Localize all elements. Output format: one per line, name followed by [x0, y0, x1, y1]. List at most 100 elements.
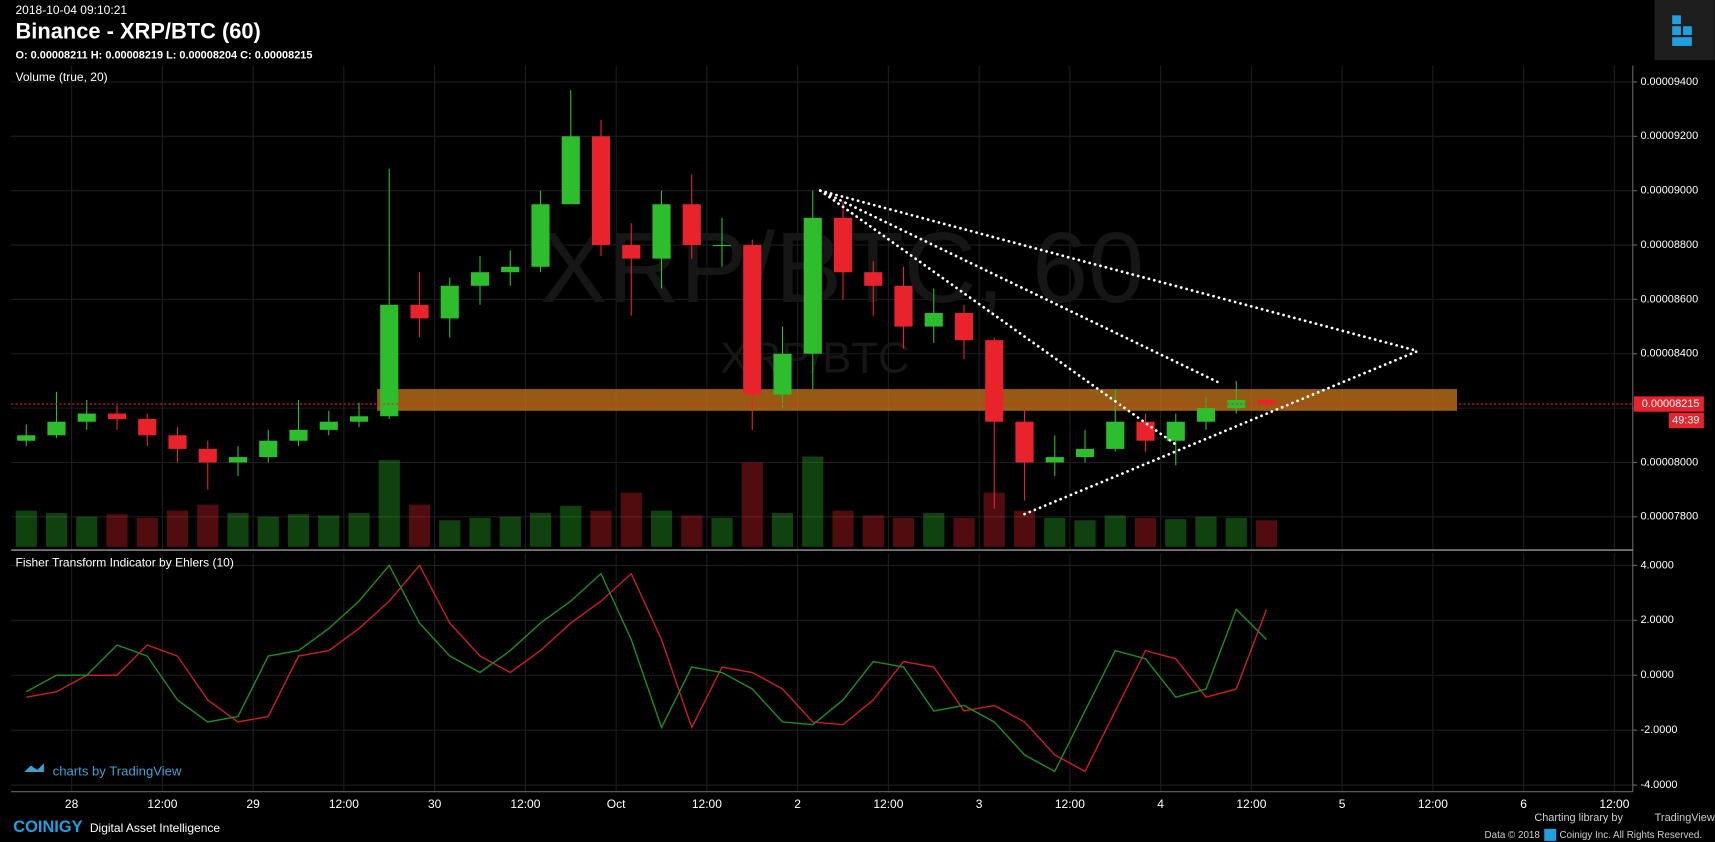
volume-bar: [802, 456, 824, 547]
candle-body: [1075, 448, 1095, 458]
volume-bar: [1225, 517, 1247, 547]
candle-body: [198, 448, 217, 463]
tv-text: charts by TradingView: [53, 763, 182, 778]
logo-icon: [1672, 15, 1692, 46]
candle-body: [168, 435, 187, 449]
coinigy-mini: [1544, 828, 1557, 841]
volume-bar: [529, 513, 552, 547]
x-tick-label: 12:00: [1236, 797, 1266, 811]
volume-bar: [439, 520, 461, 547]
candle-body: [773, 353, 792, 395]
y-tick-label: 0.00007800: [1640, 511, 1698, 523]
x-tick-label: 30: [428, 797, 442, 811]
countdown-box: [1668, 412, 1704, 429]
tv-badge: charts by TradingView: [24, 763, 182, 778]
x-tick-label: 2: [794, 797, 801, 811]
volume-bar: [166, 510, 189, 547]
candle-body: [985, 340, 1004, 422]
candle-body: [712, 245, 732, 247]
x-tick-label: 12:00: [1599, 797, 1629, 811]
volume-bar: [620, 492, 642, 547]
volume-bar: [45, 513, 68, 547]
volume-bar: [408, 504, 431, 547]
candle-body: [954, 312, 974, 341]
x-tick-label: 12:00: [147, 797, 177, 811]
last-price-label: 0.00008215: [1642, 398, 1700, 410]
candle-body: [1045, 457, 1064, 463]
x-tick-label: 12:00: [1418, 797, 1448, 811]
trendline: [818, 189, 1178, 446]
candle-body: [894, 285, 913, 327]
y-tick-label: 0.00008000: [1640, 456, 1698, 468]
x-tick-label: 12:00: [873, 797, 903, 811]
y-tick-label: 2.0000: [1640, 614, 1673, 626]
marks: [11, 90, 1633, 773]
y-tick-label: 4.0000: [1640, 559, 1673, 571]
x-tick-label: 12:00: [329, 797, 359, 811]
fisher-label: Fisher Transform Indicator by Ehlers (10…: [16, 555, 234, 569]
lib-name: TradingView: [1655, 812, 1715, 824]
countdown: 49:39: [1672, 414, 1699, 426]
candle-body: [319, 421, 338, 430]
volume-bar: [681, 515, 703, 547]
title: Binance - XRP/BTC (60): [16, 19, 261, 44]
y-tick-label: 0.00008800: [1640, 239, 1698, 251]
volume-bar: [469, 517, 491, 547]
candle-body: [501, 266, 520, 273]
candle-body: [1015, 421, 1034, 463]
volume-bar: [106, 514, 128, 547]
candle-body: [682, 204, 701, 246]
candle-body: [1166, 421, 1185, 441]
candle-body: [924, 312, 943, 327]
candle-body: [531, 204, 550, 267]
volume-bar: [650, 510, 673, 547]
volume-bar: [1104, 515, 1126, 547]
rights: Coinigy Inc. All Rights Reserved.: [1560, 830, 1703, 841]
x-tick-label: 12:00: [692, 797, 722, 811]
candle-body: [1136, 421, 1155, 441]
candle-body: [803, 217, 822, 354]
volume-bar: [227, 513, 249, 547]
volume-bar: [953, 517, 975, 547]
volume-bar: [1255, 520, 1278, 547]
volume-bar: [862, 515, 884, 547]
trendline: [818, 189, 1223, 386]
volume-bar: [378, 460, 400, 547]
volume-bar: [1044, 517, 1066, 547]
volume-bar: [348, 513, 370, 547]
candle-body: [652, 204, 671, 259]
fisher-line: [26, 564, 1268, 773]
y-tick-label: 0.00008400: [1640, 348, 1698, 360]
candle-body: [833, 217, 853, 273]
y-tick-label: 0.00009400: [1640, 76, 1698, 88]
ohlc: O: 0.00008211 H: 0.00008219 L: 0.0000820…: [16, 50, 313, 62]
candle-body: [1257, 399, 1276, 405]
volume-bar: [771, 513, 794, 547]
lib-text: Charting library by: [1534, 812, 1623, 824]
volume-bar: [1165, 519, 1187, 547]
volume-bar: [499, 516, 521, 547]
volume-bar: [15, 510, 37, 547]
candle-body: [259, 440, 278, 458]
trendline: [1023, 349, 1420, 516]
volume-bar: [257, 516, 279, 547]
volume-bar: [741, 462, 763, 547]
volume-bar: [318, 515, 340, 547]
y-tick-label: 0.0000: [1640, 669, 1673, 681]
x-tick-label: 12:00: [1055, 797, 1085, 811]
candle-body: [228, 457, 248, 463]
candle-body: [743, 245, 762, 395]
candle-body: [561, 136, 580, 205]
x-tick-label: 3: [976, 797, 983, 811]
volume-bar: [1134, 517, 1157, 547]
y-tick-label: -4.0000: [1640, 779, 1677, 791]
volume-bar: [590, 510, 612, 547]
candle-body: [470, 272, 490, 286]
volume-bar: [711, 517, 733, 547]
volume-bar: [197, 504, 219, 547]
coinigy-logo: COINIGY: [13, 818, 82, 836]
volume-label: Volume (true, 20): [16, 70, 108, 84]
x-tick-label: 6: [1520, 797, 1527, 811]
